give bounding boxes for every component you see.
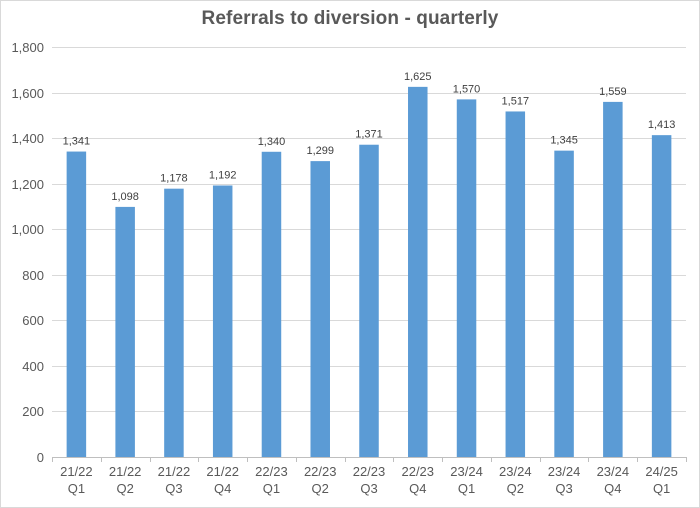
y-tick-label: 800 bbox=[22, 268, 44, 283]
x-tick-label-year: 22/23 bbox=[401, 464, 434, 479]
y-tick-label: 1,000 bbox=[11, 222, 44, 237]
bar bbox=[359, 144, 379, 457]
x-tick-label-quarter: Q4 bbox=[214, 481, 231, 496]
data-label: 1,192 bbox=[209, 169, 237, 181]
x-tick-label-year: 24/25 bbox=[645, 464, 678, 479]
bar bbox=[554, 150, 574, 457]
data-label: 1,345 bbox=[550, 135, 578, 147]
x-tick-label-year: 23/24 bbox=[548, 464, 581, 479]
x-tick-label-year: 22/23 bbox=[255, 464, 288, 479]
x-tick-label-year: 23/24 bbox=[450, 464, 483, 479]
data-label: 1,559 bbox=[599, 86, 627, 98]
bar bbox=[212, 185, 233, 458]
x-tick-label-quarter: Q4 bbox=[409, 481, 426, 496]
bar bbox=[505, 111, 526, 458]
x-tick-label-quarter: Q3 bbox=[555, 481, 572, 496]
data-label: 1,517 bbox=[502, 95, 530, 107]
y-tick-label: 0 bbox=[37, 450, 44, 465]
x-tick-label-year: 21/22 bbox=[206, 464, 239, 479]
x-tick-label-year: 22/23 bbox=[353, 464, 386, 479]
x-axis bbox=[52, 457, 687, 462]
bar bbox=[603, 101, 623, 457]
x-tick-label-quarter: Q4 bbox=[604, 481, 621, 496]
x-tick-label-quarter: Q3 bbox=[165, 481, 182, 496]
bar bbox=[66, 151, 87, 458]
x-tick-label-quarter: Q3 bbox=[360, 481, 377, 496]
data-label: 1,178 bbox=[160, 173, 188, 185]
data-labels: 1,341 1,098 1,178 1,192 1,340 1,299 1,371 1,625… bbox=[63, 71, 676, 203]
x-tick-label-year: 21/22 bbox=[109, 464, 142, 479]
x-tick-label-quarter: Q1 bbox=[263, 481, 280, 496]
y-tick-label: 1,400 bbox=[11, 131, 44, 146]
y-tick-label: 1,200 bbox=[11, 177, 44, 192]
data-label: 1,299 bbox=[306, 145, 334, 157]
x-tick-label-year: 21/22 bbox=[60, 464, 93, 479]
bars bbox=[66, 86, 672, 458]
y-tick-label: 1,600 bbox=[11, 86, 44, 101]
x-tick-label-quarter: Q1 bbox=[68, 481, 85, 496]
data-label: 1,371 bbox=[355, 129, 383, 141]
x-tick-label-year: 22/23 bbox=[304, 464, 337, 479]
data-label: 1,625 bbox=[404, 71, 432, 83]
data-label: 1,570 bbox=[453, 83, 481, 95]
data-label: 1,341 bbox=[63, 136, 91, 148]
x-tick-label-quarter: Q1 bbox=[458, 481, 475, 496]
bar bbox=[115, 206, 135, 457]
y-tick-label: 600 bbox=[22, 313, 44, 328]
bar bbox=[408, 86, 428, 458]
x-tick-label-year: 21/22 bbox=[158, 464, 191, 479]
bar bbox=[651, 135, 672, 457]
x-tick-label-quarter: Q2 bbox=[116, 481, 133, 496]
data-label: 1,098 bbox=[111, 191, 139, 203]
x-axis-category-labels: 21/22 Q1 21/22 Q2 21/22 Q3 21/22 Q4 22/23 Q1 22/23… bbox=[60, 464, 678, 496]
x-tick-label-year: 23/24 bbox=[597, 464, 630, 479]
bar bbox=[261, 151, 282, 457]
chart-title: Referrals to diversion - quarterly bbox=[201, 8, 499, 29]
x-tick-label-year: 23/24 bbox=[499, 464, 532, 479]
y-tick-label: 200 bbox=[22, 404, 44, 419]
x-tick-label-quarter: Q1 bbox=[653, 481, 670, 496]
bar bbox=[310, 161, 330, 457]
data-label: 1,340 bbox=[258, 136, 286, 148]
x-tick-label-quarter: Q2 bbox=[312, 481, 329, 496]
y-axis-tick-labels: 0 200 400 600 800 1,000 1,200 1,400 1,600 1,800 bbox=[11, 40, 44, 465]
x-tick-label-quarter: Q2 bbox=[507, 481, 524, 496]
data-label: 1,413 bbox=[648, 119, 676, 131]
bar bbox=[164, 188, 184, 457]
y-tick-label: 1,800 bbox=[11, 40, 44, 55]
bar bbox=[456, 99, 477, 457]
y-tick-label: 400 bbox=[22, 359, 44, 374]
